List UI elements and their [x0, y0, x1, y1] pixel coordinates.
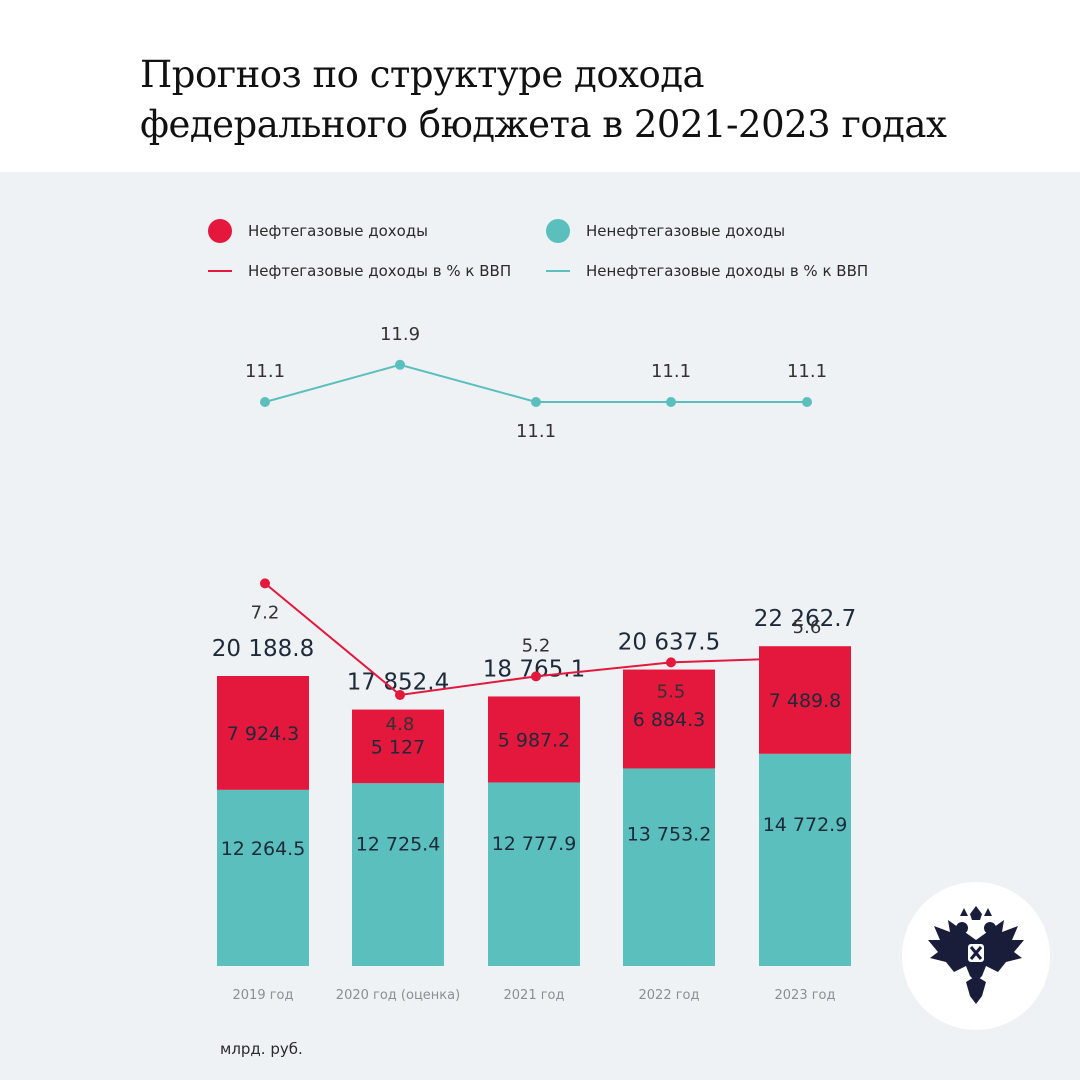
oil-pct-label-0: 7.2 [251, 602, 280, 623]
bar-total-label-3: 20 637.5 [618, 630, 720, 656]
header: Прогноз по структуре дохода федерального… [0, 0, 1080, 172]
legend-oil-pct: Нефтегазовые доходы в % к ВВП [208, 262, 511, 280]
legend-oil-income-label: Нефтегазовые доходы [248, 222, 429, 240]
nonoil-pct-point-1 [395, 359, 405, 370]
nonoil-pct-label-0: 11.1 [245, 361, 285, 382]
nonoil-dot-icon [546, 219, 570, 243]
bar-oil-0 [217, 676, 309, 790]
bar-nonoil-label-1: 12 725.4 [356, 834, 441, 856]
bar-oil-4 [759, 646, 851, 754]
legend-nonoil-pct: Ненефтегазовые доходы в % к ВВП [546, 262, 868, 280]
category-label-1: 2020 год (оценка) [336, 988, 460, 1003]
legend-nonoil-pct-label: Ненефтегазовые доходы в % к ВВП [586, 262, 869, 280]
nonoil-pct-label-4: 11.1 [787, 361, 827, 382]
bar-oil-2 [488, 696, 580, 783]
bar-nonoil-label-2: 12 777.9 [492, 833, 577, 855]
unit-label: млрд. руб. [220, 1040, 303, 1058]
legend-oil-income: Нефтегазовые доходы [208, 219, 428, 243]
oil-pct-label-3: 5.5 [657, 681, 686, 702]
bar-total-label-0: 20 188.8 [212, 636, 314, 662]
oil-pct-point-4 [802, 652, 812, 663]
bar-oil-3 [623, 669, 715, 769]
bar-oil-label-3: 6 884.3 [633, 709, 706, 731]
nonoil-pct-line [264, 363, 807, 403]
title-line-2: федерального бюджета в 2021-2023 годах [140, 103, 947, 146]
bar-total-label-4: 22 262.7 [754, 606, 856, 632]
oil-pct-point-1 [395, 689, 405, 700]
nonoil-pct-label-1: 11.9 [380, 324, 420, 345]
bar-oil-label-1: 5 127 [371, 736, 425, 758]
bar-oil-label-0: 7 924.3 [227, 723, 300, 745]
oil-line-icon [208, 270, 232, 272]
title-line-1: Прогноз по структуре дохода [140, 53, 705, 96]
bar-nonoil-label-3: 13 753.2 [627, 824, 712, 846]
bar-nonoil-0 [217, 789, 309, 966]
page-title: Прогноз по структуре дохода федерального… [140, 50, 947, 150]
legend-nonoil-income: Ненефтегазовые доходы [546, 219, 785, 243]
double-headed-eagle-icon [928, 906, 1024, 1004]
nonoil-pct-point-2 [531, 397, 541, 407]
category-label-0: 2019 год [233, 988, 294, 1003]
bar-oil-label-4: 7 489.8 [769, 690, 842, 712]
oil-dot-icon [208, 219, 232, 243]
oil-pct-point-2 [531, 671, 541, 682]
nonoil-pct-label-2: 11.1 [516, 421, 556, 442]
nonoil-line-icon [546, 270, 570, 272]
nonoil-pct-label-3: 11.1 [651, 361, 691, 382]
bar-nonoil-label-0: 12 264.5 [221, 838, 306, 860]
category-label-3: 2022 год [639, 988, 700, 1003]
legend-oil-pct-label: Нефтегазовые доходы в % к ВВП [248, 262, 512, 280]
bar-nonoil-1 [352, 783, 444, 966]
oil-pct-label-1: 4.8 [386, 714, 415, 735]
nonoil-pct-point-3 [666, 397, 676, 407]
bar-oil-1 [352, 709, 444, 784]
oil-pct-label-4: 5.6 [793, 617, 822, 638]
bar-nonoil-2 [488, 782, 580, 966]
bar-nonoil-3 [623, 768, 715, 966]
nonoil-pct-point-4 [802, 397, 812, 407]
bar-oil-label-2: 5 987.2 [498, 729, 571, 751]
category-label-4: 2023 год [775, 988, 836, 1003]
legend-nonoil-income-label: Ненефтегазовые доходы [586, 222, 786, 240]
category-label-2: 2021 год [504, 988, 565, 1003]
oil-pct-point-3 [666, 657, 676, 668]
oil-pct-point-0 [260, 578, 270, 589]
bar-nonoil-label-4: 14 772.9 [763, 814, 848, 836]
bar-nonoil-4 [759, 753, 851, 966]
emblem-badge [902, 882, 1050, 1030]
oil-pct-label-2: 5.2 [522, 635, 551, 656]
nonoil-pct-point-0 [260, 397, 270, 407]
